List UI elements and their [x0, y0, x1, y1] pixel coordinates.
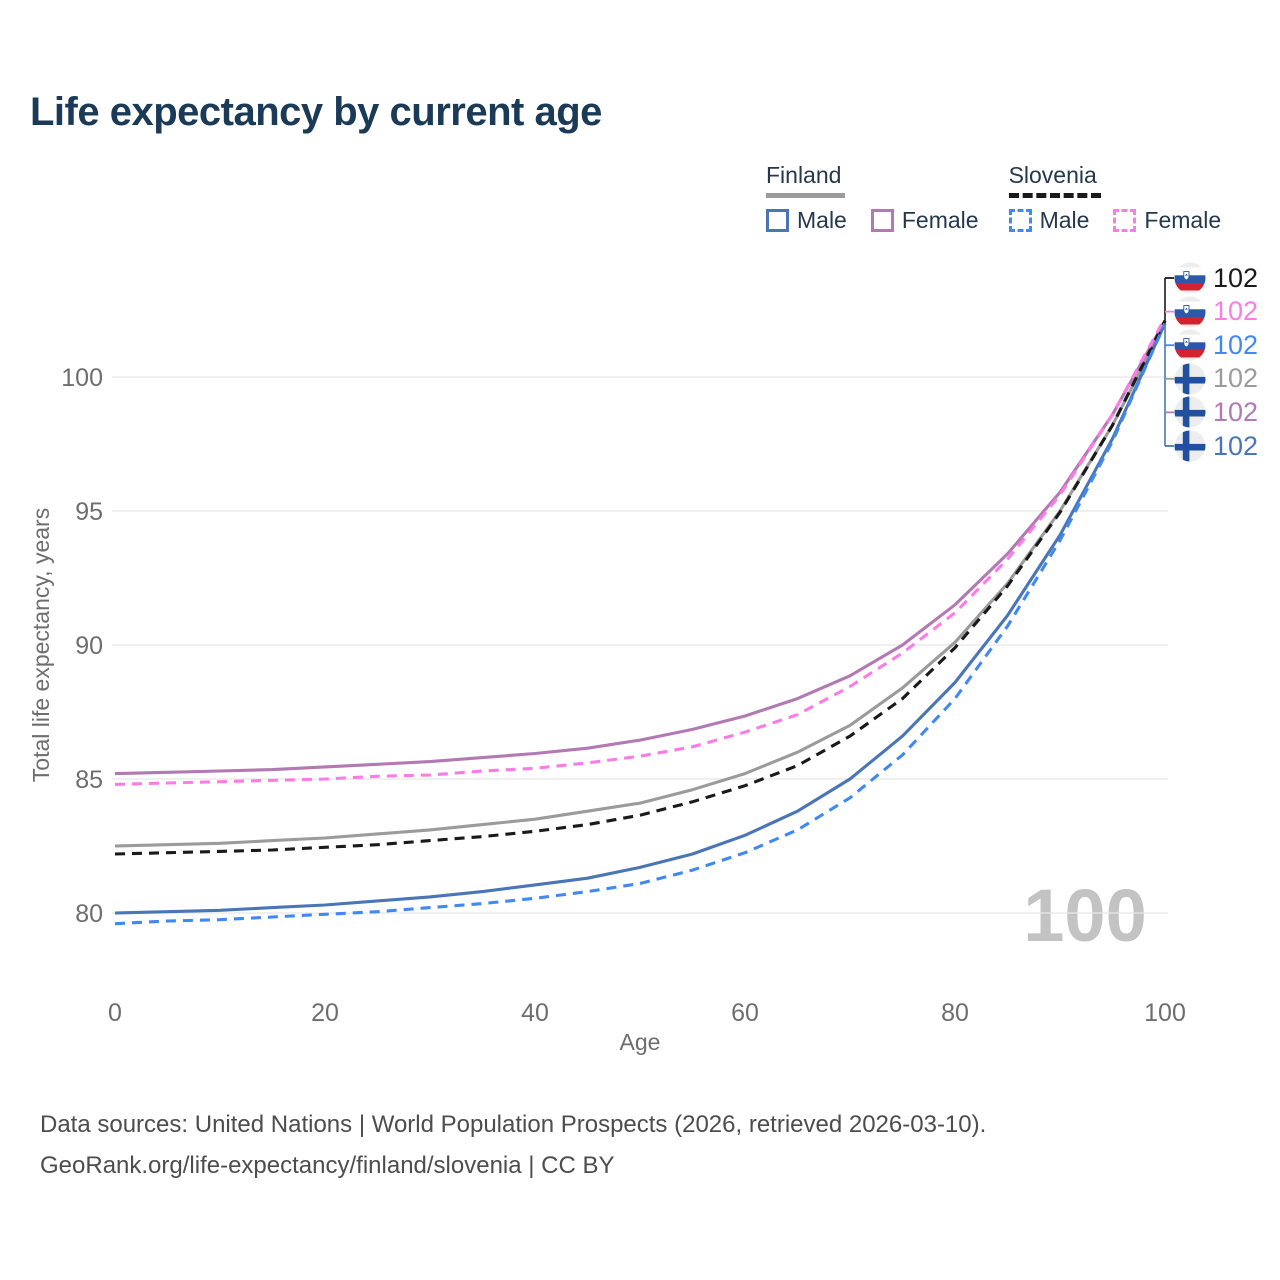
- finland-flag-icon: [1174, 363, 1206, 395]
- x-tick-label: 100: [1144, 999, 1186, 1027]
- legend-group-slovenia: Slovenia Male Female: [1008, 162, 1221, 234]
- end-label-value: 102: [1213, 296, 1259, 327]
- finland-male-swatch-icon: [766, 209, 789, 232]
- series-line-slovenia-male[interactable]: [114, 322, 1167, 926]
- y-tick-label: 90: [75, 632, 103, 660]
- end-label-value: 102: [1213, 396, 1259, 427]
- end-label-value: 102: [1213, 430, 1259, 461]
- legend-item-finland-female[interactable]: Female: [870, 207, 979, 234]
- x-axis-title: Age: [620, 1029, 661, 1055]
- legend-item-label: Female: [1144, 207, 1222, 233]
- attribution-line: GeoRank.org/life-expectancy/finland/slov…: [40, 1152, 615, 1179]
- slovenia-female-swatch-icon: [1113, 209, 1137, 232]
- end-label-value: 102: [1213, 329, 1259, 360]
- end-label-slovenia-male: 102: [1174, 328, 1258, 362]
- finland-flag-icon: [1174, 396, 1206, 428]
- legend-item-label: Female: [901, 207, 979, 233]
- finland-female-swatch-icon: [870, 209, 894, 232]
- x-tick-label: 80: [941, 999, 969, 1027]
- end-label-finland-male: 102: [1174, 429, 1258, 463]
- legend: Finland Male Female Slovenia Male Female: [766, 162, 1221, 234]
- y-tick-label: 80: [75, 900, 103, 928]
- legend-item-finland-male[interactable]: Male: [766, 207, 847, 234]
- end-label-slovenia-female: 102: [1174, 295, 1258, 329]
- legend-item-label: Male: [797, 207, 847, 233]
- finland-flag-icon: [1174, 430, 1206, 462]
- legend-item-label: Male: [1039, 207, 1090, 233]
- end-label-value: 102: [1213, 363, 1259, 394]
- legend-item-slovenia-female[interactable]: Female: [1113, 207, 1221, 234]
- y-tick-label: 95: [75, 498, 103, 526]
- slovenia-flag-icon: [1174, 262, 1206, 294]
- x-tick-label: 20: [311, 999, 339, 1027]
- page-title: Life expectancy by current age: [30, 90, 602, 134]
- legend-country-slovenia[interactable]: Slovenia: [1008, 162, 1101, 198]
- legend-item-slovenia-male[interactable]: Male: [1008, 207, 1090, 234]
- slovenia-flag-icon: [1174, 329, 1206, 361]
- series-line-slovenia-female[interactable]: [114, 317, 1167, 786]
- y-tick-label: 85: [75, 766, 103, 794]
- slovenia-male-swatch-icon: [1008, 209, 1032, 232]
- x-tick-label: 60: [731, 999, 759, 1027]
- series-line-slovenia-both-sexes[interactable]: [114, 320, 1167, 856]
- data-sources-line: Data sources: United Nations | World Pop…: [40, 1111, 987, 1138]
- end-label-finland-both-sexes: 102: [1174, 362, 1258, 396]
- age-watermark: 100: [1023, 874, 1146, 957]
- series-line-finland-male[interactable]: [114, 322, 1167, 915]
- y-tick-label: 100: [61, 364, 103, 392]
- x-tick-label: 0: [108, 999, 122, 1027]
- legend-group-finland: Finland Male Female: [766, 162, 979, 234]
- series-line-finland-female[interactable]: [114, 319, 1167, 776]
- slovenia-flag-icon: [1174, 296, 1206, 328]
- legend-country-finland[interactable]: Finland: [766, 162, 846, 198]
- end-label-slovenia-both-sexes: 102: [1174, 261, 1258, 295]
- end-label-value: 102: [1213, 262, 1259, 293]
- y-axis-title: Total life expectancy, years: [28, 508, 54, 782]
- footer: Data sources: United Nations | World Pop…: [40, 1104, 986, 1186]
- series-line-finland-both-sexes[interactable]: [114, 322, 1167, 848]
- end-label-finland-female: 102: [1174, 395, 1258, 429]
- x-tick-label: 40: [521, 999, 549, 1027]
